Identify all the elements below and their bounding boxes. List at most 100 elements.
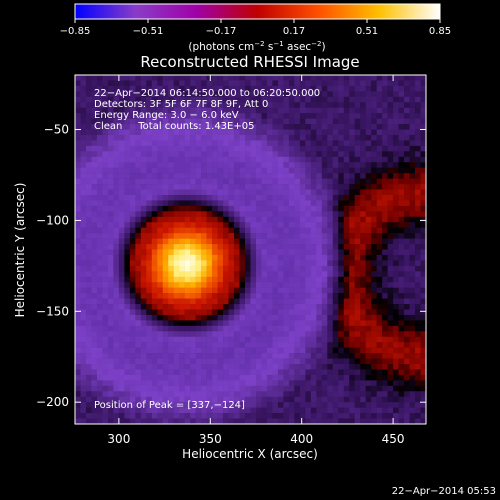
heatmap-pixel — [261, 260, 268, 267]
heatmap-pixel — [255, 413, 262, 419]
heatmap-pixel — [360, 107, 366, 114]
heatmap-pixel — [255, 287, 262, 294]
heatmap-pixel — [80, 260, 87, 267]
heatmap-pixel — [338, 396, 345, 403]
heatmap-pixel — [234, 396, 240, 403]
heatmap-pixel — [420, 320, 426, 327]
heatmap-pixel — [157, 211, 164, 218]
heatmap-pixel — [250, 336, 257, 343]
heatmap-pixel — [321, 385, 328, 392]
heatmap-pixel — [404, 227, 410, 234]
heatmap-pixel — [96, 216, 103, 223]
heatmap-pixel — [404, 173, 410, 179]
heatmap-pixel — [102, 118, 109, 125]
heatmap-pixel — [217, 151, 224, 158]
heatmap-pixel — [168, 336, 174, 343]
heatmap-pixel — [305, 293, 312, 299]
heatmap-pixel — [146, 184, 153, 190]
heatmap-pixel — [223, 407, 229, 414]
heatmap-pixel — [393, 260, 399, 267]
heatmap-pixel — [190, 85, 196, 92]
heatmap-pixel — [261, 75, 268, 81]
heatmap-pixel — [250, 156, 257, 163]
heatmap-pixel — [118, 298, 125, 305]
heatmap-pixel — [157, 347, 164, 354]
heatmap-pixel — [371, 287, 377, 294]
heatmap-pixel — [272, 369, 279, 376]
heatmap-pixel — [310, 385, 317, 392]
heatmap-pixel — [327, 113, 334, 119]
heatmap-pixel — [294, 102, 301, 108]
heatmap-pixel — [409, 227, 416, 234]
heatmap-pixel — [162, 325, 169, 332]
heatmap-pixel — [283, 271, 290, 278]
heatmap-pixel — [316, 134, 323, 141]
heatmap-pixel — [371, 413, 377, 419]
heatmap-pixel — [365, 145, 372, 152]
heatmap-pixel — [299, 113, 306, 119]
heatmap-pixel — [245, 113, 251, 119]
heatmap-pixel — [310, 194, 317, 201]
heatmap-pixel — [146, 304, 153, 310]
heatmap-pixel — [223, 347, 229, 354]
heatmap-pixel — [387, 145, 394, 152]
heatmap-pixel — [151, 85, 158, 92]
heatmap-pixel — [420, 216, 426, 223]
heatmap-pixel — [343, 254, 350, 261]
heatmap-pixel — [277, 347, 284, 354]
heatmap-pixel — [277, 102, 284, 108]
heatmap-pixel — [146, 124, 153, 130]
heatmap-pixel — [255, 96, 262, 103]
heatmap-pixel — [102, 222, 109, 228]
heatmap-pixel — [310, 342, 317, 348]
heatmap-pixel — [168, 314, 174, 321]
heatmap-pixel — [75, 238, 81, 245]
heatmap-pixel — [234, 167, 240, 174]
heatmap-pixel — [255, 107, 262, 114]
heatmap-pixel — [299, 347, 306, 354]
heatmap-pixel — [206, 342, 213, 348]
heatmap-pixel — [266, 129, 273, 136]
heatmap-pixel — [415, 260, 421, 267]
heatmap-pixel — [321, 364, 328, 370]
heatmap-pixel — [162, 227, 169, 234]
heatmap-pixel — [173, 304, 180, 310]
heatmap-pixel — [102, 347, 109, 354]
heatmap-pixel — [217, 265, 224, 272]
heatmap-pixel — [305, 314, 312, 321]
heatmap-pixel — [310, 293, 317, 299]
heatmap-pixel — [173, 293, 180, 299]
heatmap-pixel — [129, 314, 136, 321]
heatmap-pixel — [217, 91, 224, 98]
heatmap-pixel — [75, 80, 81, 87]
heatmap-pixel — [201, 140, 207, 147]
heatmap-pixel — [420, 145, 426, 152]
heatmap-pixel — [354, 184, 361, 190]
heatmap-pixel — [349, 374, 355, 381]
heatmap-pixel — [255, 211, 262, 218]
heatmap-pixel — [387, 173, 394, 179]
heatmap-pixel — [129, 287, 136, 294]
heatmap-pixel — [349, 396, 355, 403]
heatmap-pixel — [255, 151, 262, 158]
heatmap-pixel — [393, 249, 399, 256]
heatmap-pixel — [190, 265, 196, 272]
heatmap-pixel — [212, 151, 218, 158]
heatmap-pixel — [255, 358, 262, 365]
heatmap-pixel — [184, 374, 191, 381]
heatmap-pixel — [124, 336, 131, 343]
heatmap-pixel — [157, 222, 164, 228]
heatmap-pixel — [239, 222, 246, 228]
heatmap-pixel — [420, 238, 426, 245]
heatmap-pixel — [91, 325, 98, 332]
heatmap-pixel — [245, 358, 251, 365]
heatmap-pixel — [157, 162, 164, 168]
heatmap-pixel — [343, 102, 350, 108]
heatmap-pixel — [245, 156, 251, 163]
heatmap-pixel — [206, 102, 213, 108]
heatmap-pixel — [113, 385, 120, 392]
heatmap-pixel — [107, 194, 114, 201]
heatmap-pixel — [228, 244, 235, 250]
heatmap-pixel — [321, 200, 328, 207]
heatmap-pixel — [305, 227, 312, 234]
